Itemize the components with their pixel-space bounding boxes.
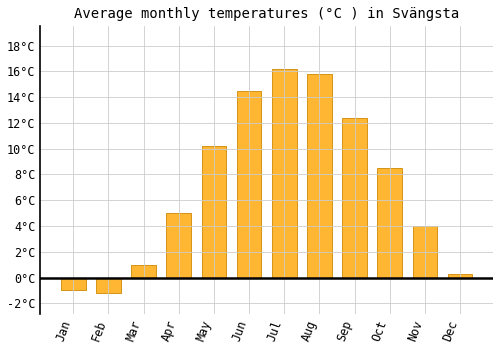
- Bar: [166, 213, 191, 278]
- Bar: [412, 226, 438, 278]
- Bar: [342, 118, 367, 278]
- Bar: [202, 146, 226, 278]
- Bar: [272, 69, 296, 278]
- Title: Average monthly temperatures (°C ) in Svängsta: Average monthly temperatures (°C ) in Sv…: [74, 7, 460, 21]
- Bar: [131, 265, 156, 278]
- Bar: [96, 278, 120, 293]
- Bar: [307, 74, 332, 278]
- Bar: [61, 278, 86, 290]
- Bar: [237, 91, 262, 278]
- Bar: [448, 274, 472, 278]
- Bar: [378, 168, 402, 278]
